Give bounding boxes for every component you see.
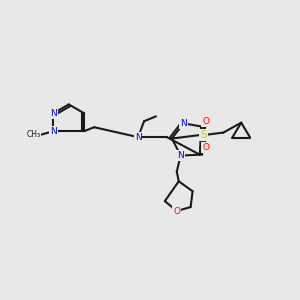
Text: CH₃: CH₃: [26, 130, 40, 139]
Text: O: O: [202, 117, 209, 126]
Text: S: S: [200, 130, 207, 140]
Text: N: N: [50, 109, 57, 118]
Text: O: O: [173, 206, 180, 215]
Text: O: O: [202, 143, 209, 152]
Text: N: N: [180, 119, 187, 128]
Text: N: N: [50, 127, 57, 136]
Text: N: N: [135, 133, 142, 142]
Text: N: N: [177, 151, 184, 160]
